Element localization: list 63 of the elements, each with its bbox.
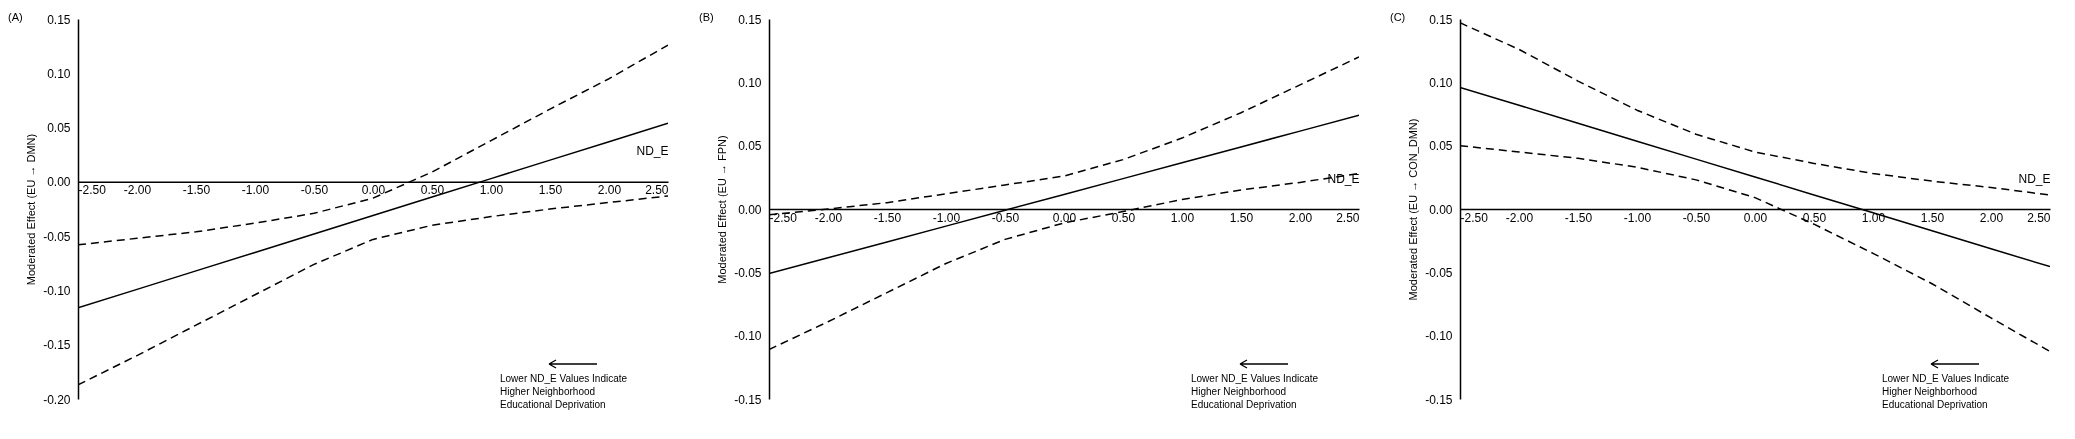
x-tick-label: 1.50 [538,183,563,198]
y-tick-label: -0.05 [1425,265,1453,280]
x-tick-label: 0.00 [1743,210,1768,225]
x-tick-label: 2.00 [597,183,622,198]
x-tick-label: -1.00 [932,210,961,225]
x-tick-label: 2.50 [1336,210,1360,225]
y-tick-label: -0.05 [734,265,762,280]
x-tick-label: -0.50 [300,183,329,198]
x-tick-label: 2.50 [2027,210,2051,225]
x-tick-label: -2.50 [78,183,107,198]
y-tick-label: -0.15 [734,392,762,407]
y-tick-label: 0.10 [1429,75,1453,90]
chart-title: (A) [8,11,23,23]
x-tick-label: 0.00 [361,183,386,198]
annotation: Lower ND_E Values Indicate Higher Neighborhood Educational Deprivation [500,372,629,411]
chart-title: (B) [699,11,714,23]
x-tick-label: 1.50 [1229,210,1254,225]
x-tick-label: -1.50 [1564,210,1593,225]
x-tick-label: 0.50 [1802,210,1827,225]
y-axis-title: Moderated Effect (EU → CON_DMN) [1407,118,1420,301]
y-tick-label: 0.05 [738,139,762,154]
y-tick-label: -0.10 [1425,329,1453,344]
y-tick-label: 0.05 [47,121,71,136]
y-tick-label: 0.10 [738,75,762,90]
y-tick-label: -0.10 [43,283,71,298]
x-axis-title: ND_E [2018,171,2051,186]
x-tick-label: 2.50 [645,183,669,198]
annotation: Lower ND_E Values Indicate Higher Neighborhood Educational Deprivation [1191,372,1320,411]
x-tick-label: -1.50 [873,210,902,225]
x-axis-title: ND_E [636,144,669,159]
y-tick-label: -0.10 [734,329,762,344]
x-tick-label: 0.50 [1111,210,1136,225]
y-tick-label: 0.15 [738,12,762,27]
y-tick-label: -0.15 [43,338,71,353]
x-tick-label: 1.00 [1170,210,1195,225]
x-tick-label: 0.00 [1052,210,1077,225]
y-tick-label: 0.10 [47,66,71,81]
y-axis-title: Moderated Effect (EU → DMN) [25,133,38,286]
x-tick-label: -0.50 [991,210,1020,225]
x-tick-label: -1.50 [182,183,211,198]
y-tick-label: -0.15 [1425,392,1453,407]
x-tick-label: -1.00 [241,183,270,198]
x-tick-label: -2.00 [1505,210,1534,225]
x-tick-label: -2.00 [814,210,843,225]
x-tick-label: -2.50 [1460,210,1489,225]
annotation: Lower ND_E Values Indicate Higher Neighborhood Educational Deprivation [1882,372,2011,411]
x-tick-label: -0.50 [1682,210,1711,225]
x-tick-label: -2.00 [123,183,152,198]
x-tick-label: 0.50 [420,183,445,198]
y-tick-label: 0.15 [1429,12,1453,27]
x-tick-label: -1.00 [1623,210,1652,225]
x-tick-label: 2.00 [1979,210,2004,225]
y-tick-label: 0.15 [47,12,71,27]
x-tick-label: 1.50 [1920,210,1945,225]
x-axis-title: ND_E [1327,171,1360,186]
x-tick-label: 2.00 [1288,210,1313,225]
chart-title: (C) [1390,11,1406,23]
x-tick-label: -2.50 [769,210,798,225]
x-tick-label: 1.00 [479,183,504,198]
y-tick-label: 0.05 [1429,139,1453,154]
y-tick-label: -0.05 [43,229,71,244]
y-tick-label: -0.20 [43,392,71,407]
y-axis-title: Moderated Effect (EU → FPN) [716,135,729,284]
